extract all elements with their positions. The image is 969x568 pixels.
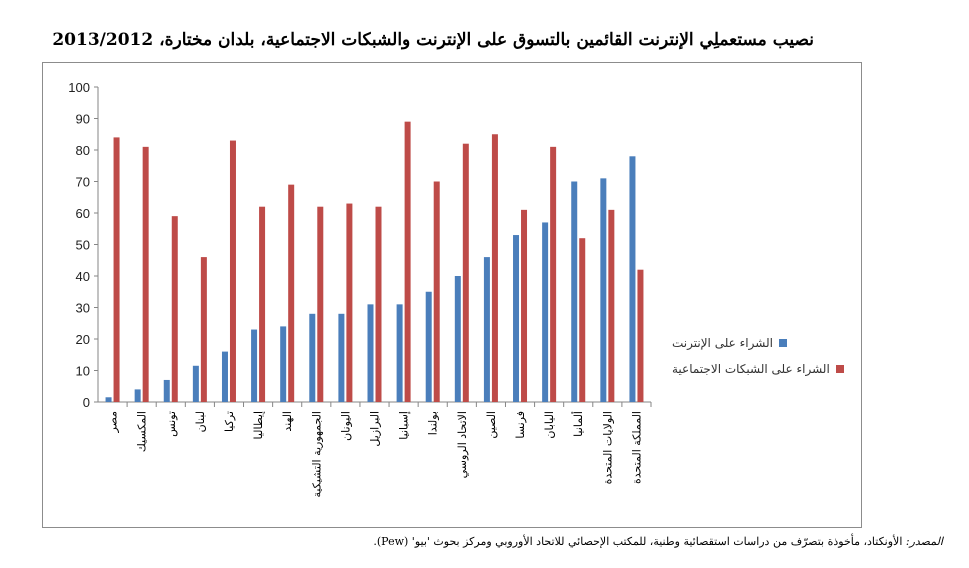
source-note: المصدر: الأونكتاد، مأخوذة بتصرّف من دراس… <box>373 535 943 548</box>
bar-online <box>251 329 258 402</box>
bar-online <box>629 156 636 402</box>
bar-social <box>259 206 266 402</box>
bar-online <box>542 222 549 402</box>
bar-social <box>491 134 498 402</box>
x-category-label: تونس <box>165 411 178 437</box>
y-tick-label: 70 <box>76 175 90 190</box>
source-label: المصدر: <box>905 535 943 548</box>
chart-title: نصيب مستعملِي الإنترنت القائمين بالتسوق … <box>52 30 814 50</box>
x-category-label: المكسيك <box>136 411 149 452</box>
bar-online <box>454 276 461 402</box>
x-category-label: مصر <box>107 411 120 434</box>
y-tick-label: 30 <box>76 301 90 316</box>
bar-online <box>163 379 170 402</box>
bar-social <box>171 216 178 402</box>
x-category-label: اليابان <box>543 411 556 439</box>
y-tick-label: 0 <box>83 395 90 410</box>
bar-social <box>637 269 644 402</box>
bar-online <box>192 365 199 402</box>
bar-social <box>579 238 586 402</box>
y-tick-label: 20 <box>76 332 90 347</box>
x-category-label: تركيا <box>223 411 236 432</box>
source-text: الأونكتاد، مأخوذة بتصرّف من دراسات استقص… <box>373 535 903 548</box>
bar-social <box>113 137 120 402</box>
bar-online <box>571 181 578 402</box>
y-tick-label: 90 <box>76 112 90 127</box>
bar-social <box>200 257 207 402</box>
x-category-label: المملكة المتحدة <box>630 411 643 484</box>
bar-social <box>404 121 411 403</box>
bar-social <box>550 146 557 402</box>
bar-online <box>483 257 490 402</box>
bar-social <box>346 203 353 402</box>
bar-online <box>600 178 607 402</box>
legend-swatch-online <box>778 339 787 347</box>
bar-online <box>396 304 403 402</box>
bar-online <box>309 313 316 402</box>
bar-online <box>280 326 287 402</box>
y-tick-label: 60 <box>76 206 90 221</box>
x-category-label: لبنان <box>194 411 207 432</box>
bar-social <box>462 143 469 402</box>
bar-social <box>375 206 382 402</box>
legend-label-online: الشراء على الإنترنت <box>672 336 773 350</box>
x-category-label: فرنسا <box>514 411 527 439</box>
bar-online <box>338 313 345 402</box>
x-category-label: إسبانيا <box>398 411 411 440</box>
chart-legend: الشراء على الإنترنت الشراء على الشبكات ا… <box>672 331 872 383</box>
bar-social <box>521 209 528 402</box>
chart-frame: 0 10 20 30 40 50 60 70 80 90 100 مصر المكسيك تونس لبنا… <box>42 62 862 528</box>
bar-social <box>317 206 324 402</box>
bar-online <box>134 389 141 402</box>
y-tick-label: 40 <box>76 269 90 284</box>
x-category-label: الصين <box>485 411 498 439</box>
bar-social <box>288 184 295 402</box>
x-category-label: بولندا <box>427 411 440 435</box>
x-category-label: الولايات المتحدة <box>601 411 614 484</box>
bar-online <box>221 351 228 402</box>
bar-online <box>105 397 112 402</box>
bar-social <box>142 146 149 402</box>
legend-swatch-social <box>835 365 844 373</box>
x-category-label: ألمانيا <box>571 411 585 437</box>
bar-social <box>433 181 440 402</box>
x-category-label: الجمهورية التشيكية <box>310 411 323 498</box>
legend-item-online: الشراء على الإنترنت <box>672 331 872 355</box>
y-tick-label: 80 <box>76 143 90 158</box>
y-tick-label: 50 <box>76 238 90 253</box>
bar-social <box>608 209 615 402</box>
legend-item-social: الشراء على الشبكات الاجتماعية <box>672 357 872 381</box>
bar-online <box>425 291 432 402</box>
x-category-label: البرازيل <box>369 411 382 447</box>
y-tick-label: 10 <box>76 364 90 379</box>
x-category-label: الاتحاد الروسي <box>456 411 469 478</box>
bar-online <box>367 304 374 402</box>
bar-social <box>229 140 236 403</box>
x-category-label: الهند <box>281 411 294 432</box>
x-category-label: اليونان <box>339 411 352 441</box>
x-category-label: إيطاليا <box>252 411 265 440</box>
bar-online <box>513 235 520 402</box>
legend-label-social: الشراء على الشبكات الاجتماعية <box>672 362 830 376</box>
chart-plot-area: 0 10 20 30 40 50 60 70 80 90 100 مصر المكسيك تونس لبنا… <box>68 80 652 498</box>
y-tick-label: 100 <box>68 80 90 95</box>
